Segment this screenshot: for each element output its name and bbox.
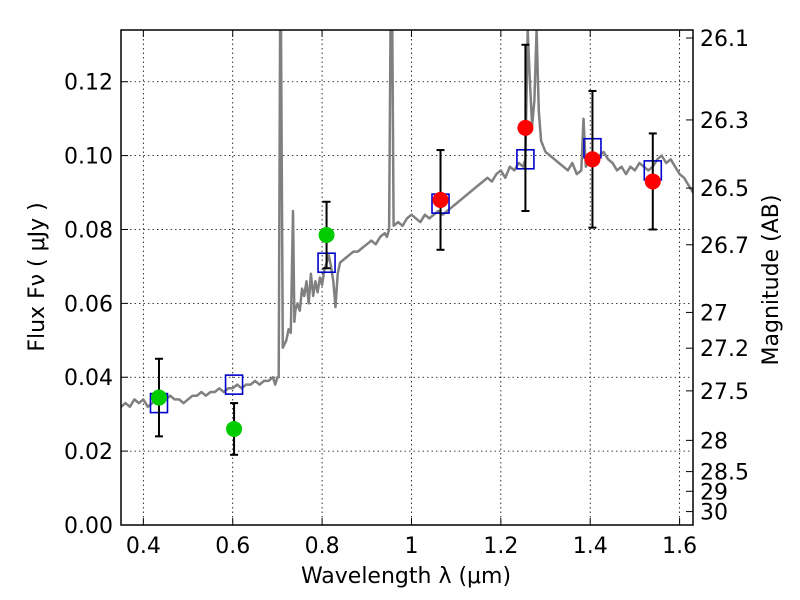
x-tick-label: 1.2 — [483, 534, 518, 559]
mag-tick-label: 28 — [700, 429, 728, 454]
x-tick-label: 1.6 — [662, 534, 697, 559]
observed-point — [644, 173, 661, 190]
x-tick-label: 1.4 — [573, 534, 608, 559]
model-square-marker — [224, 374, 244, 395]
y-tick-label: 0.02 — [64, 440, 113, 465]
mag-tick-label: 26.7 — [700, 234, 749, 259]
axis-ticks: 0.4 0.6 0.8 1 1.2 1.4 1.6 0.00 0.02 0.04 0.06 0.08 0… — [64, 27, 749, 559]
mag-tick-label: 27.2 — [700, 337, 749, 362]
observed-point — [584, 151, 601, 168]
mag-tick-label: 30 — [700, 501, 728, 526]
y-tick-label: 0.10 — [64, 145, 113, 170]
observed-point — [318, 227, 335, 244]
mag-tick-label: 26.1 — [700, 27, 749, 52]
y-tick-label: 0.00 — [64, 514, 113, 539]
mag-tick-label: 29 — [700, 480, 728, 505]
mag-tick-label: 27 — [700, 301, 728, 326]
observed-point — [517, 119, 534, 136]
observed-point — [150, 389, 167, 406]
y2-axis-label: Magnitude (AB) — [759, 195, 784, 366]
y-axis-label: Flux Fν ( μJy ) — [25, 202, 50, 351]
y-tick-label: 0.06 — [64, 292, 113, 317]
y-tick-label: 0.08 — [64, 218, 113, 243]
y-tick-label: 0.12 — [64, 71, 113, 96]
mag-tick-label: 27.5 — [700, 380, 749, 405]
y-tick-label: 0.04 — [64, 366, 113, 391]
spectrum-line — [121, 30, 693, 409]
observed-point — [226, 420, 243, 437]
observed-point — [432, 191, 449, 208]
x-tick-label: 0.6 — [215, 534, 250, 559]
grid-lines — [121, 30, 693, 526]
mag-tick-label: 26.3 — [700, 109, 749, 134]
plot-frame — [120, 29, 694, 526]
plot-area — [121, 30, 693, 456]
mag-tick-label: 28.5 — [700, 461, 749, 486]
x-tick-label: 1 — [404, 534, 418, 559]
x-axis-label: Wavelength λ (μm) — [301, 564, 511, 589]
x-tick-label: 0.8 — [305, 534, 340, 559]
mag-tick-label: 26.5 — [700, 177, 749, 202]
x-tick-label: 0.4 — [126, 534, 161, 559]
